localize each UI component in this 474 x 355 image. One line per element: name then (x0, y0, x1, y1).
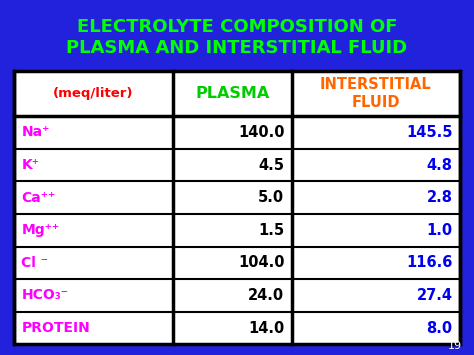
Text: 1.5: 1.5 (258, 223, 284, 238)
Text: 1.0: 1.0 (427, 223, 453, 238)
Text: K⁺: K⁺ (21, 158, 39, 172)
Text: Na⁺: Na⁺ (21, 125, 50, 140)
Text: INTERSTITIAL
FLUID: INTERSTITIAL FLUID (320, 77, 431, 110)
Text: 4.5: 4.5 (258, 158, 284, 173)
Text: 4.8: 4.8 (427, 158, 453, 173)
Text: Cl ⁻: Cl ⁻ (21, 256, 48, 270)
Text: Ca⁺⁺: Ca⁺⁺ (21, 191, 55, 204)
FancyBboxPatch shape (14, 71, 460, 344)
Text: ELECTROLYTE COMPOSITION OF: ELECTROLYTE COMPOSITION OF (77, 18, 397, 36)
Text: 5.0: 5.0 (258, 190, 284, 205)
Text: 145.5: 145.5 (406, 125, 453, 140)
Text: 24.0: 24.0 (248, 288, 284, 303)
Text: HCO₃⁻: HCO₃⁻ (21, 289, 68, 302)
Text: (meq/liter): (meq/liter) (54, 87, 134, 100)
Text: PROTEIN: PROTEIN (21, 321, 90, 335)
Text: 14.0: 14.0 (248, 321, 284, 335)
Text: Mg⁺⁺: Mg⁺⁺ (21, 223, 59, 237)
Text: 19: 19 (448, 342, 462, 351)
Text: 140.0: 140.0 (238, 125, 284, 140)
Text: PLASMA: PLASMA (195, 86, 269, 101)
Text: PLASMA AND INTERSTITIAL FLUID: PLASMA AND INTERSTITIAL FLUID (66, 39, 408, 57)
Text: 104.0: 104.0 (238, 255, 284, 271)
Text: 27.4: 27.4 (417, 288, 453, 303)
Text: 2.8: 2.8 (427, 190, 453, 205)
Text: 116.6: 116.6 (406, 255, 453, 271)
Text: 8.0: 8.0 (427, 321, 453, 335)
